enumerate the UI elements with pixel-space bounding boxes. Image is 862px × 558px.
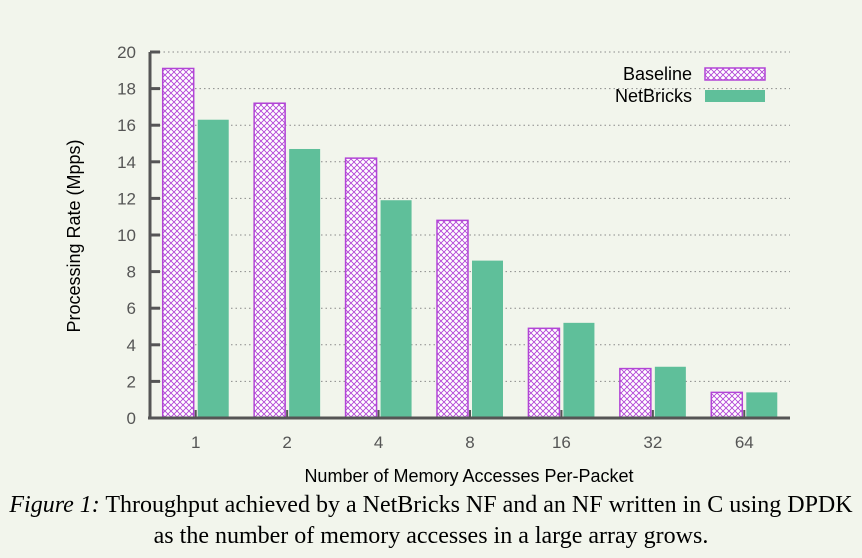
bar-netbricks — [472, 260, 503, 418]
figure-caption: Figure 1: Throughput achieved by a NetBr… — [0, 490, 862, 552]
y-tick-label: 0 — [127, 409, 136, 428]
y-tick-label: 4 — [127, 336, 136, 355]
y-tick-label: 8 — [127, 263, 136, 282]
y-tick-label: 12 — [117, 189, 136, 208]
x-tick-label: 1 — [191, 433, 200, 452]
y-tick-label: 6 — [127, 299, 136, 318]
x-tick-label: 64 — [735, 433, 754, 452]
bar-netbricks — [746, 392, 778, 418]
y-axis-title: Processing Rate (Mpps) — [64, 139, 84, 332]
bar-baseline — [253, 102, 286, 419]
bar-baseline — [161, 67, 195, 419]
bar-baseline — [619, 367, 652, 419]
y-tick-label: 20 — [117, 43, 136, 62]
x-axis-title: Number of Memory Accesses Per-Packet — [304, 466, 633, 486]
x-tick-label: 8 — [465, 433, 474, 452]
bar-netbricks — [289, 148, 321, 419]
y-tick-label: 18 — [117, 80, 136, 99]
x-tick-label: 16 — [552, 433, 571, 452]
bar-netbricks — [197, 119, 229, 419]
legend-swatch-netbricks — [705, 90, 765, 102]
bar-netbricks — [654, 366, 686, 418]
bars — [161, 67, 778, 419]
caption-text: Throughput achieved by a NetBricks NF an… — [99, 492, 853, 549]
bar-baseline — [527, 327, 561, 419]
x-tick-label: 2 — [282, 433, 291, 452]
legend-swatch-baseline — [704, 67, 766, 81]
x-tick-label: 4 — [374, 433, 383, 452]
y-tick-label: 10 — [117, 226, 136, 245]
x-tick-label: 32 — [643, 433, 662, 452]
caption-label: Figure 1: — [9, 492, 100, 518]
bar-baseline — [344, 157, 378, 419]
bar-baseline — [710, 391, 744, 419]
legend-label: NetBricks — [615, 86, 692, 106]
legend-label: Baseline — [623, 64, 692, 84]
y-tick-label: 2 — [127, 372, 136, 391]
bar-netbricks — [563, 322, 595, 418]
bar-netbricks — [380, 200, 412, 418]
y-tick-label: 16 — [117, 116, 136, 135]
bar-baseline — [436, 219, 469, 419]
y-tick-label: 14 — [117, 153, 136, 172]
gridlines — [150, 51, 790, 382]
